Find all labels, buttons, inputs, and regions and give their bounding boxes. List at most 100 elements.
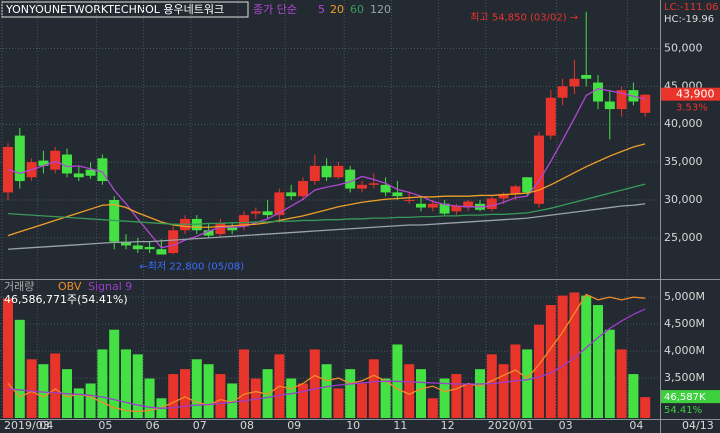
volume-bar — [534, 324, 544, 418]
x-tick-label: 04 — [39, 419, 53, 432]
candle-body — [250, 211, 261, 214]
volume-bar — [3, 298, 13, 418]
ma-label: 종가 단순 — [253, 3, 297, 16]
candle-body — [380, 184, 391, 193]
candle-body — [309, 165, 320, 182]
candle-body — [593, 82, 603, 102]
high-annotation: 최고 54,850 (03/02) → — [470, 12, 578, 24]
low-annotation: ←최저 22,800 (05/08) — [139, 261, 244, 273]
candle-body — [203, 230, 214, 236]
volume-bar — [357, 383, 367, 418]
volume-bar — [628, 374, 639, 418]
legend-entry: 5 — [318, 3, 325, 16]
volume-bar — [368, 359, 379, 418]
legend-entry: Signal 9 — [88, 280, 132, 293]
candle-body — [156, 249, 167, 255]
candle-body — [404, 199, 415, 201]
candle-body — [392, 192, 403, 197]
hc: HC:-19.96 — [664, 14, 714, 25]
x-tick-label: 10 — [346, 419, 360, 432]
candle-body — [557, 86, 568, 98]
volume-bar — [557, 295, 568, 418]
y-tick-label: 30,000 — [664, 193, 703, 206]
volume-bar — [203, 364, 214, 418]
candle-body — [85, 169, 96, 176]
legend-entry: OBV — [58, 280, 82, 293]
indicator-line — [7, 293, 646, 413]
volume-bar — [286, 378, 297, 418]
volume-bar — [498, 364, 509, 418]
legend-entry: 120 — [370, 3, 391, 16]
x-tick-label: 08 — [240, 419, 254, 432]
volume-bar — [239, 349, 249, 418]
volume-bar — [604, 329, 615, 418]
volume-label: 46,586,771주(54.41%) — [4, 293, 128, 306]
volume-bar — [463, 383, 474, 418]
volume-bar — [333, 388, 344, 418]
volume-bar — [132, 354, 143, 418]
volume-bar — [38, 364, 49, 418]
x-tick-label: 05 — [98, 419, 112, 432]
volume-bar — [26, 359, 37, 418]
candle-body — [62, 154, 72, 174]
volume-bar — [298, 383, 308, 418]
volume-tag-pct: 54.41% — [664, 405, 702, 416]
x-tick-label: 2019/03 — [4, 419, 50, 432]
candle-body — [333, 165, 344, 178]
candle-body — [73, 173, 84, 178]
volume-bar — [522, 349, 533, 418]
volume-bar — [144, 378, 155, 418]
x-tick-label: 06 — [146, 419, 160, 432]
volume-bar — [250, 378, 261, 418]
volume-bar — [451, 374, 462, 418]
volume-bar — [581, 295, 592, 418]
ma-line — [7, 203, 646, 250]
volume-bar — [545, 305, 556, 418]
volume-bar — [416, 369, 426, 418]
volume-bar — [168, 374, 179, 418]
candle-body — [616, 90, 627, 110]
candle-body — [486, 198, 497, 210]
legend-entry: 60 — [350, 3, 364, 16]
candle-body — [50, 150, 61, 170]
volume-bar — [593, 305, 603, 418]
volume-bar — [14, 319, 25, 418]
legend-entry: 거래량 — [4, 280, 34, 293]
volume-bar — [97, 349, 108, 418]
x-tick-label: 03 — [559, 419, 573, 432]
legend-entry: 20 — [330, 3, 344, 16]
candle-body — [368, 183, 379, 185]
volume-bar — [309, 349, 320, 418]
candle-body — [286, 192, 297, 197]
candle-body — [427, 203, 438, 208]
volume-bar — [73, 388, 84, 418]
volume-bar — [345, 369, 356, 418]
x-tick-label: 2020/01 — [488, 419, 534, 432]
date: 04/13 — [682, 419, 714, 432]
candle-body — [416, 203, 426, 208]
y-tick-label: 5,000M — [664, 290, 705, 303]
candle-body — [274, 192, 285, 216]
volume-bar — [380, 378, 391, 418]
y-tick-label: 4,500M — [664, 317, 705, 330]
candle-body — [132, 245, 143, 250]
candle-body — [439, 203, 450, 214]
candle-body — [239, 215, 249, 227]
volume-bar — [191, 359, 202, 418]
volume-bar — [321, 364, 332, 418]
x-tick-label: 09 — [287, 419, 301, 432]
volume-tag — [661, 390, 720, 404]
candle-body — [545, 97, 556, 136]
volume-bar — [616, 349, 627, 418]
symbol: YONYOUNETWORKTECHNOL 용우네트워크 — [5, 3, 224, 16]
volume-bar — [475, 369, 485, 418]
y-tick-label: 3,500M — [664, 371, 705, 384]
candle-body — [215, 222, 226, 235]
volume-bar — [569, 292, 580, 418]
y-tick-label: 50,000 — [664, 41, 703, 54]
price-tag — [661, 87, 720, 101]
candle-body — [357, 184, 367, 189]
candle-body — [640, 94, 651, 113]
candle-body — [262, 211, 273, 216]
